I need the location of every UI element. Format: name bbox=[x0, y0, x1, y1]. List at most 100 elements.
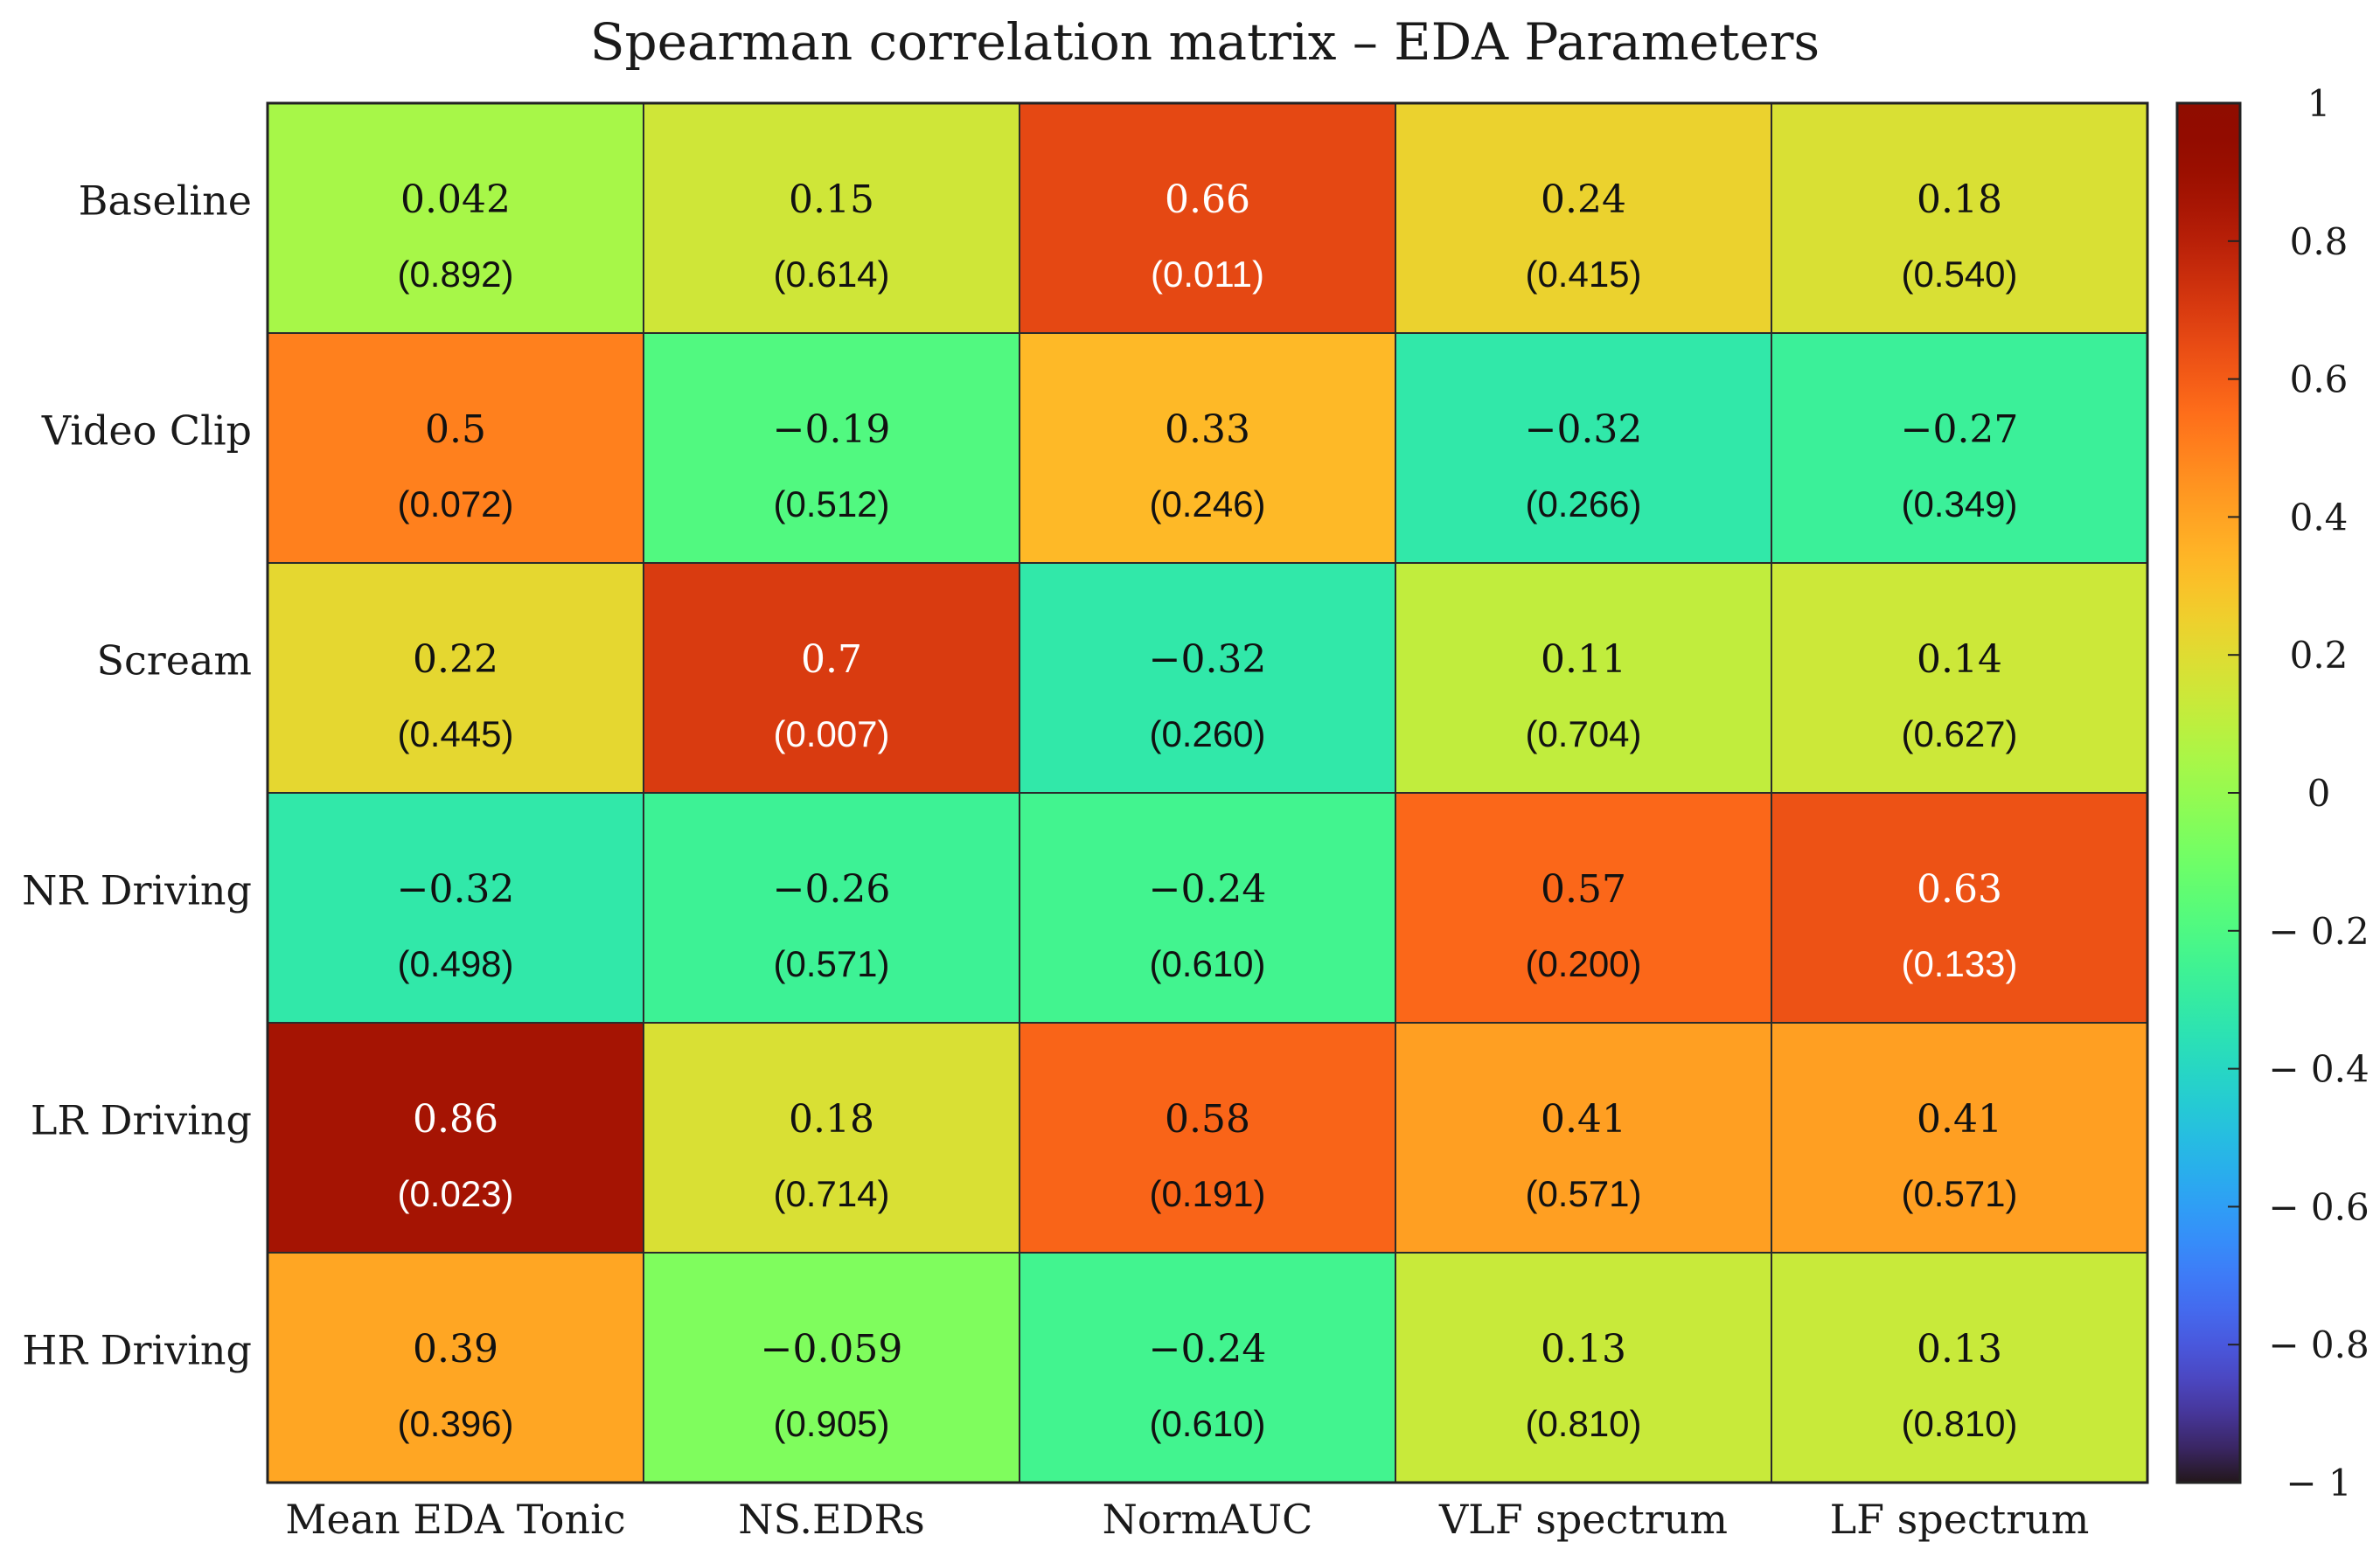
cell-rect bbox=[1019, 1022, 1396, 1254]
chart-title: Spearman correlation matrix – EDA Parame… bbox=[590, 12, 1820, 72]
cell-p-value-label: (0.810) bbox=[1901, 1403, 2017, 1444]
heatmap-cell: 0.11 (0.704) bbox=[1395, 562, 1772, 794]
heatmap-cell: 0.7 (0.007) bbox=[643, 562, 1020, 794]
heatmap-cell: 0.33 (0.246) bbox=[1019, 332, 1396, 564]
cell-p-value-label: (0.415) bbox=[1525, 254, 1641, 295]
colorbar-tick-label: − 1 bbox=[2286, 1462, 2351, 1504]
heatmap-cell: 0.22 (0.445) bbox=[267, 562, 644, 794]
cell-value-label: −0.19 bbox=[773, 407, 891, 452]
colorbar-tick-label: 0 bbox=[2307, 772, 2331, 815]
cell-p-value-label: (0.810) bbox=[1525, 1403, 1641, 1444]
heatmap-cell: −0.32 (0.498) bbox=[267, 792, 644, 1024]
heatmap-cell: −0.32 (0.266) bbox=[1395, 332, 1772, 564]
cell-rect bbox=[643, 102, 1020, 334]
cell-value-label: 0.042 bbox=[400, 177, 511, 222]
cell-value-label: 0.5 bbox=[425, 407, 486, 452]
heatmap-cell: 0.042 (0.892) bbox=[267, 102, 644, 334]
cell-value-label: 0.18 bbox=[789, 1097, 874, 1142]
cell-p-value-label: (0.246) bbox=[1149, 483, 1265, 524]
cell-value-label: 0.7 bbox=[801, 637, 862, 682]
cell-value-label: 0.33 bbox=[1165, 407, 1250, 452]
row-label: NR Driving bbox=[22, 867, 252, 914]
cell-rect bbox=[1019, 562, 1396, 794]
cell-p-value-label: (0.266) bbox=[1525, 483, 1641, 524]
cell-value-label: 0.13 bbox=[1917, 1327, 2002, 1372]
heatmap-cell: −0.24 (0.610) bbox=[1019, 1252, 1396, 1483]
cell-value-label: 0.11 bbox=[1541, 637, 1626, 682]
cell-p-value-label: (0.498) bbox=[397, 943, 513, 984]
heatmap-cell: 0.57 (0.200) bbox=[1395, 792, 1772, 1024]
cell-rect bbox=[267, 332, 644, 564]
cell-p-value-label: (0.072) bbox=[397, 483, 513, 524]
colorbar-tick-label: 1 bbox=[2307, 82, 2331, 125]
column-label: Mean EDA Tonic bbox=[285, 1496, 625, 1543]
row-label: Scream bbox=[96, 637, 252, 684]
cell-rect bbox=[1395, 792, 1772, 1024]
heatmap-cell: 0.15 (0.614) bbox=[643, 102, 1020, 334]
cell-p-value-label: (0.714) bbox=[773, 1173, 889, 1214]
heatmap-cell: 0.24 (0.415) bbox=[1395, 102, 1772, 334]
grid-border bbox=[266, 101, 2149, 1484]
cell-value-label: 0.63 bbox=[1917, 867, 2002, 912]
cell-p-value-label: (0.610) bbox=[1149, 943, 1265, 984]
column-label: LF spectrum bbox=[1830, 1496, 2090, 1543]
colorbar-tick-label: − 0.8 bbox=[2268, 1323, 2369, 1366]
cell-rect bbox=[1019, 332, 1396, 564]
heatmap-cell: −0.27 (0.349) bbox=[1771, 332, 2148, 564]
cell-p-value-label: (0.610) bbox=[1149, 1403, 1265, 1444]
cell-value-label: 0.41 bbox=[1541, 1097, 1626, 1142]
heatmap-cell: −0.24 (0.610) bbox=[1019, 792, 1396, 1024]
heatmap-cell: 0.63 (0.133) bbox=[1771, 792, 2148, 1024]
cell-value-label: 0.22 bbox=[413, 637, 498, 682]
heatmap-cell: 0.41 (0.571) bbox=[1395, 1022, 1772, 1254]
heatmap-cell: −0.059 (0.905) bbox=[643, 1252, 1020, 1483]
heatmap-cell: 0.86 (0.023) bbox=[267, 1022, 644, 1254]
cell-value-label: 0.66 bbox=[1165, 177, 1250, 222]
cell-value-label: −0.32 bbox=[1149, 637, 1267, 682]
cell-rect bbox=[1771, 1022, 2148, 1254]
cell-p-value-label: (0.571) bbox=[1901, 1173, 2017, 1214]
cell-rect bbox=[643, 332, 1020, 564]
cell-value-label: 0.14 bbox=[1917, 637, 2002, 682]
cell-rect bbox=[1395, 102, 1772, 334]
heatmap-cell: −0.26 (0.571) bbox=[643, 792, 1020, 1024]
column-label: VLF spectrum bbox=[1438, 1496, 1728, 1543]
colorbar-tick-label: − 0.4 bbox=[2268, 1048, 2369, 1091]
colorbar-tick-label: − 0.6 bbox=[2268, 1185, 2369, 1228]
row-label: Baseline bbox=[79, 177, 252, 225]
cell-rect bbox=[1771, 332, 2148, 564]
colorbar-tick-label: 0.6 bbox=[2290, 358, 2349, 401]
cell-value-label: −0.26 bbox=[773, 867, 891, 912]
heatmap-cell: 0.58 (0.191) bbox=[1019, 1022, 1396, 1254]
cell-p-value-label: (0.704) bbox=[1525, 713, 1641, 754]
column-label: NormAUC bbox=[1103, 1496, 1313, 1543]
heatmap-cell: 0.66 (0.011) bbox=[1019, 102, 1396, 334]
cell-value-label: 0.18 bbox=[1917, 177, 2002, 222]
cell-p-value-label: (0.540) bbox=[1901, 254, 2017, 295]
cell-rect bbox=[267, 1252, 644, 1483]
cell-p-value-label: (0.023) bbox=[397, 1173, 513, 1214]
cell-rect bbox=[1771, 102, 2148, 334]
cell-rect bbox=[1395, 562, 1772, 794]
heatmap-cell: 0.41 (0.571) bbox=[1771, 1022, 2148, 1254]
cell-rect bbox=[643, 1022, 1020, 1254]
cell-p-value-label: (0.396) bbox=[397, 1403, 513, 1444]
colorbar-tick-label: 0.4 bbox=[2290, 496, 2349, 538]
cell-rect bbox=[267, 102, 644, 334]
colorbar-tick-label: 0.2 bbox=[2290, 634, 2349, 677]
row-label: Video Clip bbox=[41, 407, 252, 455]
colorbar-tick-label: 0.8 bbox=[2290, 220, 2349, 263]
heatmap-cell: 0.18 (0.540) bbox=[1771, 102, 2148, 334]
cell-rect bbox=[643, 792, 1020, 1024]
cell-value-label: 0.15 bbox=[789, 177, 874, 222]
heatmap-cell: 0.5 (0.072) bbox=[267, 332, 644, 564]
heatmap-cell: 0.14 (0.627) bbox=[1771, 562, 2148, 794]
heatmap-cell: 0.13 (0.810) bbox=[1771, 1252, 2148, 1483]
cell-p-value-label: (0.260) bbox=[1149, 713, 1265, 754]
row-label: HR Driving bbox=[22, 1327, 252, 1374]
cell-rect bbox=[1019, 792, 1396, 1024]
heatmap-cell: 0.39 (0.396) bbox=[267, 1252, 644, 1483]
cell-p-value-label: (0.571) bbox=[1525, 1173, 1641, 1214]
cell-p-value-label: (0.011) bbox=[1151, 254, 1264, 295]
